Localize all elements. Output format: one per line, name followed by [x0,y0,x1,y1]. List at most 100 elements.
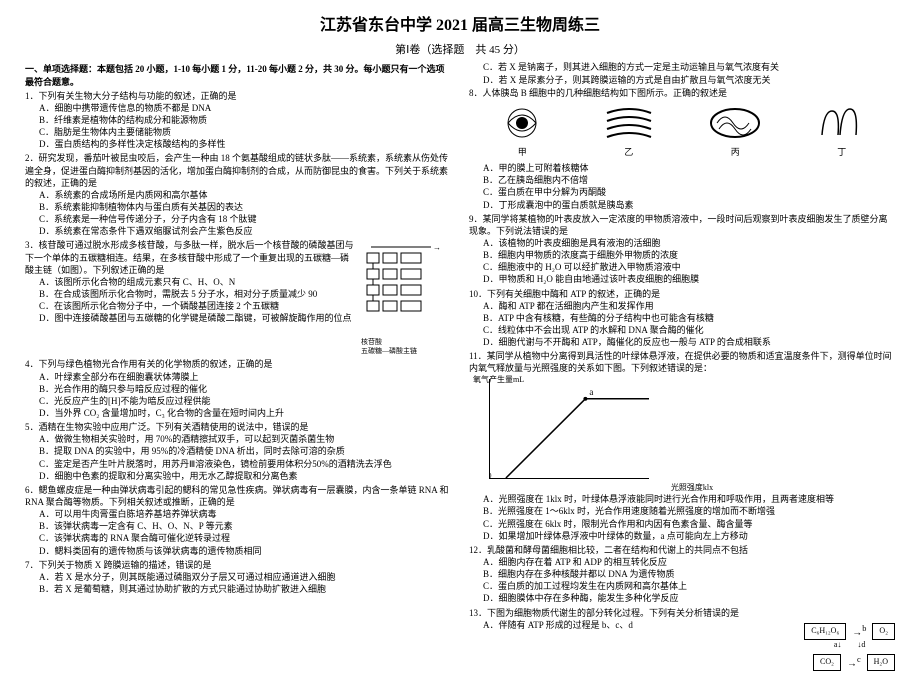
q1-option-a: A．细胞中携带遗传信息的物质不都是 DNA [25,102,451,114]
question-7: 7．下列关于物质 X 跨膜运输的描述，错误的是 A．若 X 是水分子，则其既能通… [25,559,451,595]
q4-option-a: A．叶绿素全部分布在细胞囊状体薄膜上 [25,371,451,383]
left-column: 一、单项选择题：本题包括 20 小题，1-10 每小题 1 分，11-20 每小… [25,61,451,673]
q9-option-a: A．该植物的叶表皮细胞是具有液泡的活细胞 [469,237,895,249]
q11-option-a: A．光照强度在 1klx 时，叶绿体悬浮液能同时进行光合作用和呼吸作用，且两者速… [469,493,895,505]
arrow-b: →b [852,623,866,640]
cell-fig-c: 丙 [705,103,765,158]
cell-label-a: 甲 [492,146,552,158]
question-8: 8．人体胰岛 B 细胞中的几种细胞结构如下图所示。正确的叙述是 甲 乙 丙 丁 [469,87,895,211]
q6-option-d: D．鳃料类固有的遗传物质与该弹状病毒的遗传物质相同 [25,545,451,557]
cell-fig-d: 丁 [812,103,872,158]
q11-option-c: C．光照强度在 6klx 时，限制光合作用和内因有色素含量、酶含量等 [469,518,895,530]
chart-xlabel: 光照强度klx [489,483,895,494]
question-9: 9．某同学将某植物的叶表皮放入一定浓度的甲物质溶液中，一段时间后观察到叶表皮细胞… [469,213,895,286]
q4-option-c: C．光反应产生的[H]不能为暗反应过程供能 [25,395,451,407]
q2-option-c: C．系统素是一种信号传递分子，分子内含有 18 个肽键 [25,213,451,225]
q10-option-b: B．ATP 中含有核糖，有些酶的分子结构中也可能含有核糖 [469,312,895,324]
q12-option-d: D．细胞膜体中存在多种酶，能发生多种化学反应 [469,592,895,604]
cell-figures: 甲 乙 丙 丁 [469,103,895,158]
q7-option-d: D．若 X 是尿素分子，则其跨膜运输的方式是自由扩散且与氧气浓度无关 [469,74,895,86]
q1-option-b: B．纤维素是植物体的结构成分和能源物质 [25,114,451,126]
two-column-layout: 一、单项选择题：本题包括 20 小题，1-10 每小题 1 分，11-20 每小… [25,61,895,673]
svg-text:0: 0 [490,472,492,478]
q5-option-c: C．鉴定是否产生叶片脱落时，用苏丹Ⅲ溶液染色，镜检前要用体积分50%的酒精洗去浮… [25,458,451,470]
flow-diagram: C₆H₁₂O₆ →b O₂ a↓ ↓d CO₂ →c H₂O [804,619,895,671]
q7-option-a: A．若 X 是水分子，则其既能通过磷脂双分子层又可通过相应通道进入细胞 [25,571,451,583]
q10-stem: 10．下列有关细胞中酶和 ATP 的叙述，正确的是 [469,288,895,300]
question-13: 13．下图为细胞物质代谢生的部分转化过程。下列有关分析错误的是 A．伴随有 AT… [469,607,895,672]
q2-option-a: A．系统素的合成场所是内质网和高尔基体 [25,189,451,201]
q4-stem: 4．下列与绿色植物光合作用有关的化学物质的叙述，正确的是 [25,358,451,370]
right-column: C．若 X 是钠离子，则其进入细胞的方式一定是主动运输且与氧气浓度有关 D．若 … [469,61,895,673]
q8-option-d: D．丁形成囊泡中的蛋白质就是胰岛素 [469,199,895,211]
q11-stem: 11．某同学从植物中分离得到具活性的叶绿体悬浮液，在提供必要的物质和适宜温度条件… [469,350,895,374]
q11-option-d: D．如果增加叶绿体悬浮液中叶绿体的数量，a 点可能向左上方移动 [469,530,895,542]
q13-stem: 13．下图为细胞物质代谢生的部分转化过程。下列有关分析错误的是 [469,607,895,619]
light-chart: a 0 1 6 20 40 60 [489,379,649,479]
q6-option-c: C．该弹状病毒的 RNA 聚合酶可催化逆转录过程 [25,532,451,544]
flow-box-2: O₂ [872,623,895,640]
svg-text:a: a [589,386,593,396]
page-subtitle: 第Ⅰ卷（选择题 共 45 分） [25,43,895,58]
flow-box-3: CO₂ [813,654,841,671]
q10-option-d: D．细胞代谢与不开酶和 ATP，酶催化的反应也一般与 ATP 的合成相联系 [469,336,895,348]
question-12: 12．乳酸菌和酵母菌细胞相比较，二者在结构和代谢上的共同点不包括 A．细胞内存在… [469,544,895,605]
q12-option-a: A．细胞内存在着 ATP 和 ADP 的相互转化反应 [469,556,895,568]
page-title: 江苏省东台中学 2021 届高三生物周练三 [25,15,895,37]
q8-option-a: A．甲的膜上可附着核糖体 [469,162,895,174]
q7-stem: 7．下列关于物质 X 跨膜运输的描述，错误的是 [25,559,451,571]
question-11: 11．某同学从植物中分离得到具活性的叶绿体悬浮液，在提供必要的物质和适宜温度条件… [469,350,895,542]
cell-fig-b: 乙 [599,103,659,158]
fig-toplabel: → [433,243,441,252]
q4-option-b: B．光合作用的酶只参与暗反应过程的催化 [25,383,451,395]
q10-option-a: A．酶和 ATP 都在活细胞内产生和发挥作用 [469,300,895,312]
q9-option-b: B．细胞内甲物质的浓度高于细胞外甲物质的浓度 [469,249,895,261]
q5-option-d: D．细胞中色素的提取和分离实验中，用无水乙醇提取和分离色素 [25,470,451,482]
q1-option-d: D．蛋白质结构的多样性决定核酸结构的多样性 [25,138,451,150]
q2-option-d: D．系统素在常态条件下遇双缩脲试剂会产生紫色反应 [25,225,451,237]
nucleotide-svg: → [361,239,451,334]
q6-option-a: A．可以用牛肉膏蛋白胨培养基培养弹状病毒 [25,508,451,520]
q9-stem: 9．某同学将某植物的叶表皮放入一定浓度的甲物质溶液中，一段时间后观察到叶表皮细胞… [469,213,895,237]
q7-option-c: C．若 X 是钠离子，则其进入细胞的方式一定是主动运输且与氧气浓度有关 [469,61,895,73]
q6-stem: 6．鳃鱼螺皮症是一种由弹状病毒引起的鳃科的常见急性疾病。弹状病毒有一层囊膜，内含… [25,484,451,508]
question-3: → 核苷酸 五碳糖— [25,239,451,356]
q13-option-a: A．伴随有 ATP 形成的过程是 b、c、d [469,619,796,631]
question-6: 6．鳃鱼螺皮症是一种由弹状病毒引起的鳃科的常见急性疾病。弹状病毒有一层囊膜，内含… [25,484,451,557]
q1-option-c: C．脂肪是生物体内主要储能物质 [25,126,451,138]
fig-top-caption: 核苷酸 [361,338,451,347]
arrow-c: →c [847,654,861,671]
q11-option-b: B．光照强度在 1～6klx 时，光合作用速度随着光照强度的增加而不断增强 [469,505,895,517]
section-instructions: 一、单项选择题：本题包括 20 小题，1-10 每小题 1 分，11-20 每小… [25,63,451,87]
q1-stem: 1．下列有关生物大分子结构与功能的叙述，正确的是 [25,90,451,102]
question-4: 4．下列与绿色植物光合作用有关的化学物质的叙述，正确的是 A．叶绿素全部分布在细… [25,358,451,419]
q2-stem: 2．研究发现，番茄叶被昆虫咬后，会产生一种由 18 个氨基酸组成的链状多肽——系… [25,152,451,188]
q9-option-c: C．细胞液中的 H₂O 可以经扩散进入甲物质溶液中 [469,261,895,273]
flow-box-4: H₂O [867,654,895,671]
q12-option-b: B．细胞内存在多种核酸并都以 DNA 为遗传物质 [469,568,895,580]
chart-svg: a 0 1 6 20 40 60 [490,379,649,478]
cell-fig-a: 甲 [492,103,552,158]
q6-option-b: B．该弹状病毒一定含有 C、H、O、N、P 等元素 [25,520,451,532]
question-5: 5．酒精在生物实验中应用广泛。下列有关酒精使用的说法中，错误的是 A．做微生物相… [25,421,451,482]
flow-box-1: C₆H₁₂O₆ [804,623,846,640]
q8-stem: 8．人体胰岛 B 细胞中的几种细胞结构如下图所示。正确的叙述是 [469,87,895,99]
q7-option-b: B．若 X 是葡萄糖，则其通过协助扩散的方式只能通过协助扩散进入细胞 [25,583,451,595]
question-2: 2．研究发现，番茄叶被昆虫咬后，会产生一种由 18 个氨基酸组成的链状多肽——系… [25,152,451,237]
q2-option-b: B．系统素能抑制植物体内与蛋白质有关基因的表达 [25,201,451,213]
question-10: 10．下列有关细胞中酶和 ATP 的叙述，正确的是 A．酶和 ATP 都在活细胞… [469,288,895,349]
cell-label-d: 丁 [812,146,872,158]
cell-label-c: 丙 [705,146,765,158]
question-1: 1．下列有关生物大分子结构与功能的叙述，正确的是 A．细胞中携带遗传信息的物质不… [25,90,451,151]
fig-bottom-caption: 五碳糖—磷酸主链 [361,347,451,356]
q8-option-c: C．蛋白质在甲中分解为丙酮酸 [469,186,895,198]
q8-option-b: B．乙在胰岛细胞内不倍增 [469,174,895,186]
q5-option-a: A．做微生物相关实验时，用 70%的酒精擦拭双手，可以起到灭菌杀菌生物 [25,433,451,445]
cell-label-b: 乙 [599,146,659,158]
q4-option-d: D．当外界 CO₂ 含量增加时，C₃ 化合物的含量在短时间内上升 [25,407,451,419]
q12-option-c: C．蛋白质的加工过程均发生在内质网和高尔基体上 [469,580,895,592]
q5-option-b: B．提取 DNA 的实验中，用 95%的冷酒精使 DNA 析出，同时去除可溶的杂… [25,445,451,457]
q5-stem: 5．酒精在生物实验中应用广泛。下列有关酒精使用的说法中，错误的是 [25,421,451,433]
arrow-d-label: d [861,640,865,649]
nucleotide-figure: → 核苷酸 五碳糖— [361,239,451,356]
